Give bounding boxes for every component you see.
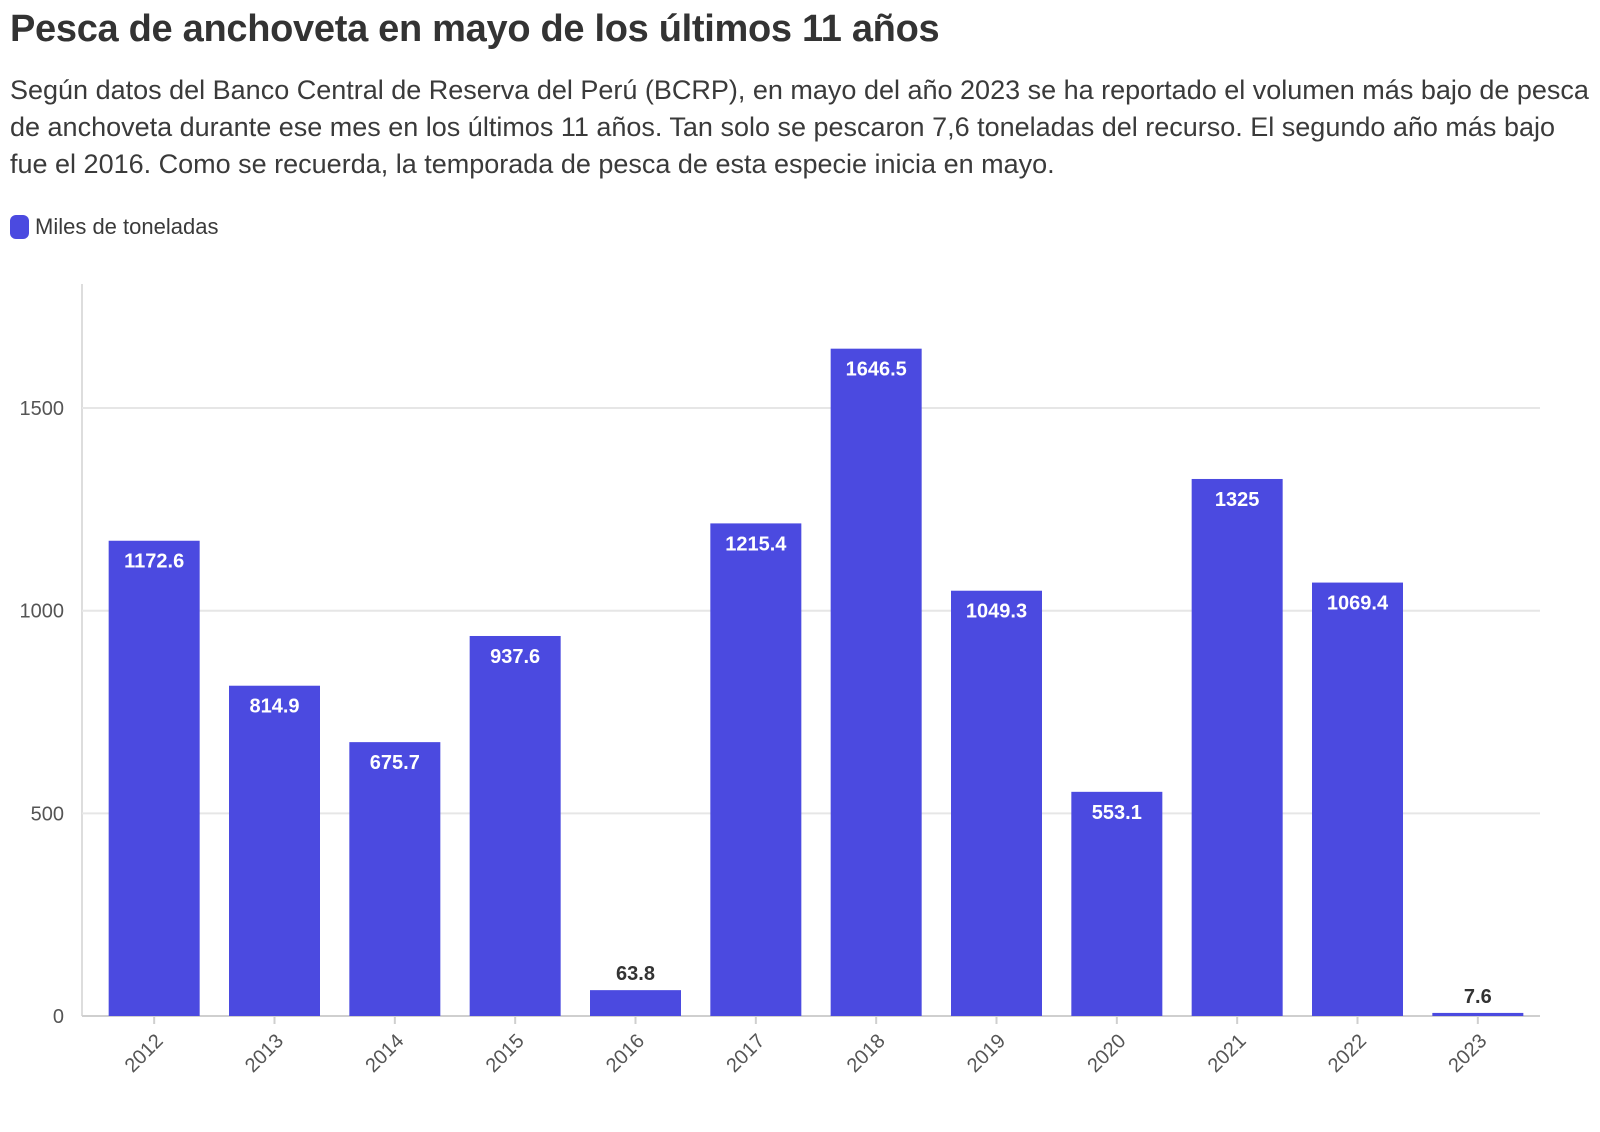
- y-tick-label: 500: [31, 803, 64, 825]
- bars: [108, 348, 1524, 1016]
- data-label: 1215.4: [725, 533, 787, 555]
- data-label: 1172.6: [124, 551, 184, 573]
- data-label: 675.7: [370, 752, 420, 774]
- x-axis: 2012 2013 2014 2015 2016 2017 2018 2019 2020 2021…: [121, 1016, 1491, 1077]
- data-label: 1049.3: [966, 601, 1027, 623]
- x-tick-label: 2023: [1444, 1030, 1491, 1077]
- data-label: 1325: [1215, 489, 1260, 511]
- data-label: 63.8: [616, 963, 655, 985]
- x-tick-label: 2014: [361, 1030, 408, 1077]
- legend: Miles de toneladas: [10, 214, 218, 240]
- y-axis: 0 500 1000 1500: [20, 398, 65, 1028]
- bar: [710, 523, 802, 1016]
- bar: [830, 348, 922, 1016]
- data-label: 1069.4: [1327, 593, 1389, 615]
- x-tick-label: 2021: [1204, 1030, 1251, 1077]
- data-labels: 1172.6 814.9 675.7 937.6 63.8 1215.4 1646.5 104…: [124, 359, 1492, 1008]
- bar: [349, 742, 441, 1016]
- legend-label: Miles de toneladas: [35, 214, 219, 239]
- x-tick-label: 2022: [1324, 1030, 1371, 1077]
- bar: [469, 635, 561, 1016]
- bar-chart: 0 500 1000 1500 1172.6 814.9 675.7 937.6 63.8 12…: [20, 284, 1540, 1077]
- legend-swatch: [10, 215, 29, 239]
- y-tick-label: 1000: [20, 601, 65, 623]
- data-label: 814.9: [249, 696, 299, 718]
- data-label: 937.6: [490, 646, 540, 668]
- bar: [1071, 791, 1163, 1016]
- y-tick-label: 1500: [20, 398, 65, 420]
- x-tick-label: 2017: [722, 1030, 769, 1077]
- data-label: 1646.5: [846, 359, 907, 381]
- chart-subtitle: Según datos del Banco Central de Reserva…: [10, 75, 1589, 179]
- gridlines: [81, 284, 1540, 1017]
- data-label: 7.6: [1464, 986, 1492, 1008]
- bar: [590, 990, 681, 1016]
- bar: [1432, 1012, 1524, 1016]
- x-tick-label: 2013: [241, 1030, 288, 1077]
- data-label: 553.1: [1092, 802, 1142, 824]
- y-tick-label: 0: [53, 1006, 64, 1028]
- x-tick-label: 2018: [843, 1030, 890, 1077]
- x-tick-label: 2019: [963, 1030, 1010, 1077]
- x-tick-label: 2012: [121, 1030, 168, 1077]
- bar: [951, 590, 1042, 1016]
- x-tick-label: 2015: [482, 1030, 529, 1077]
- x-tick-label: 2020: [1083, 1030, 1130, 1077]
- bar: [108, 540, 200, 1016]
- bar: [1312, 582, 1403, 1016]
- chart-title: Pesca de anchoveta en mayo de los último…: [10, 8, 940, 50]
- x-tick-label: 2016: [602, 1030, 649, 1077]
- bar: [1191, 478, 1283, 1016]
- bar: [229, 685, 320, 1016]
